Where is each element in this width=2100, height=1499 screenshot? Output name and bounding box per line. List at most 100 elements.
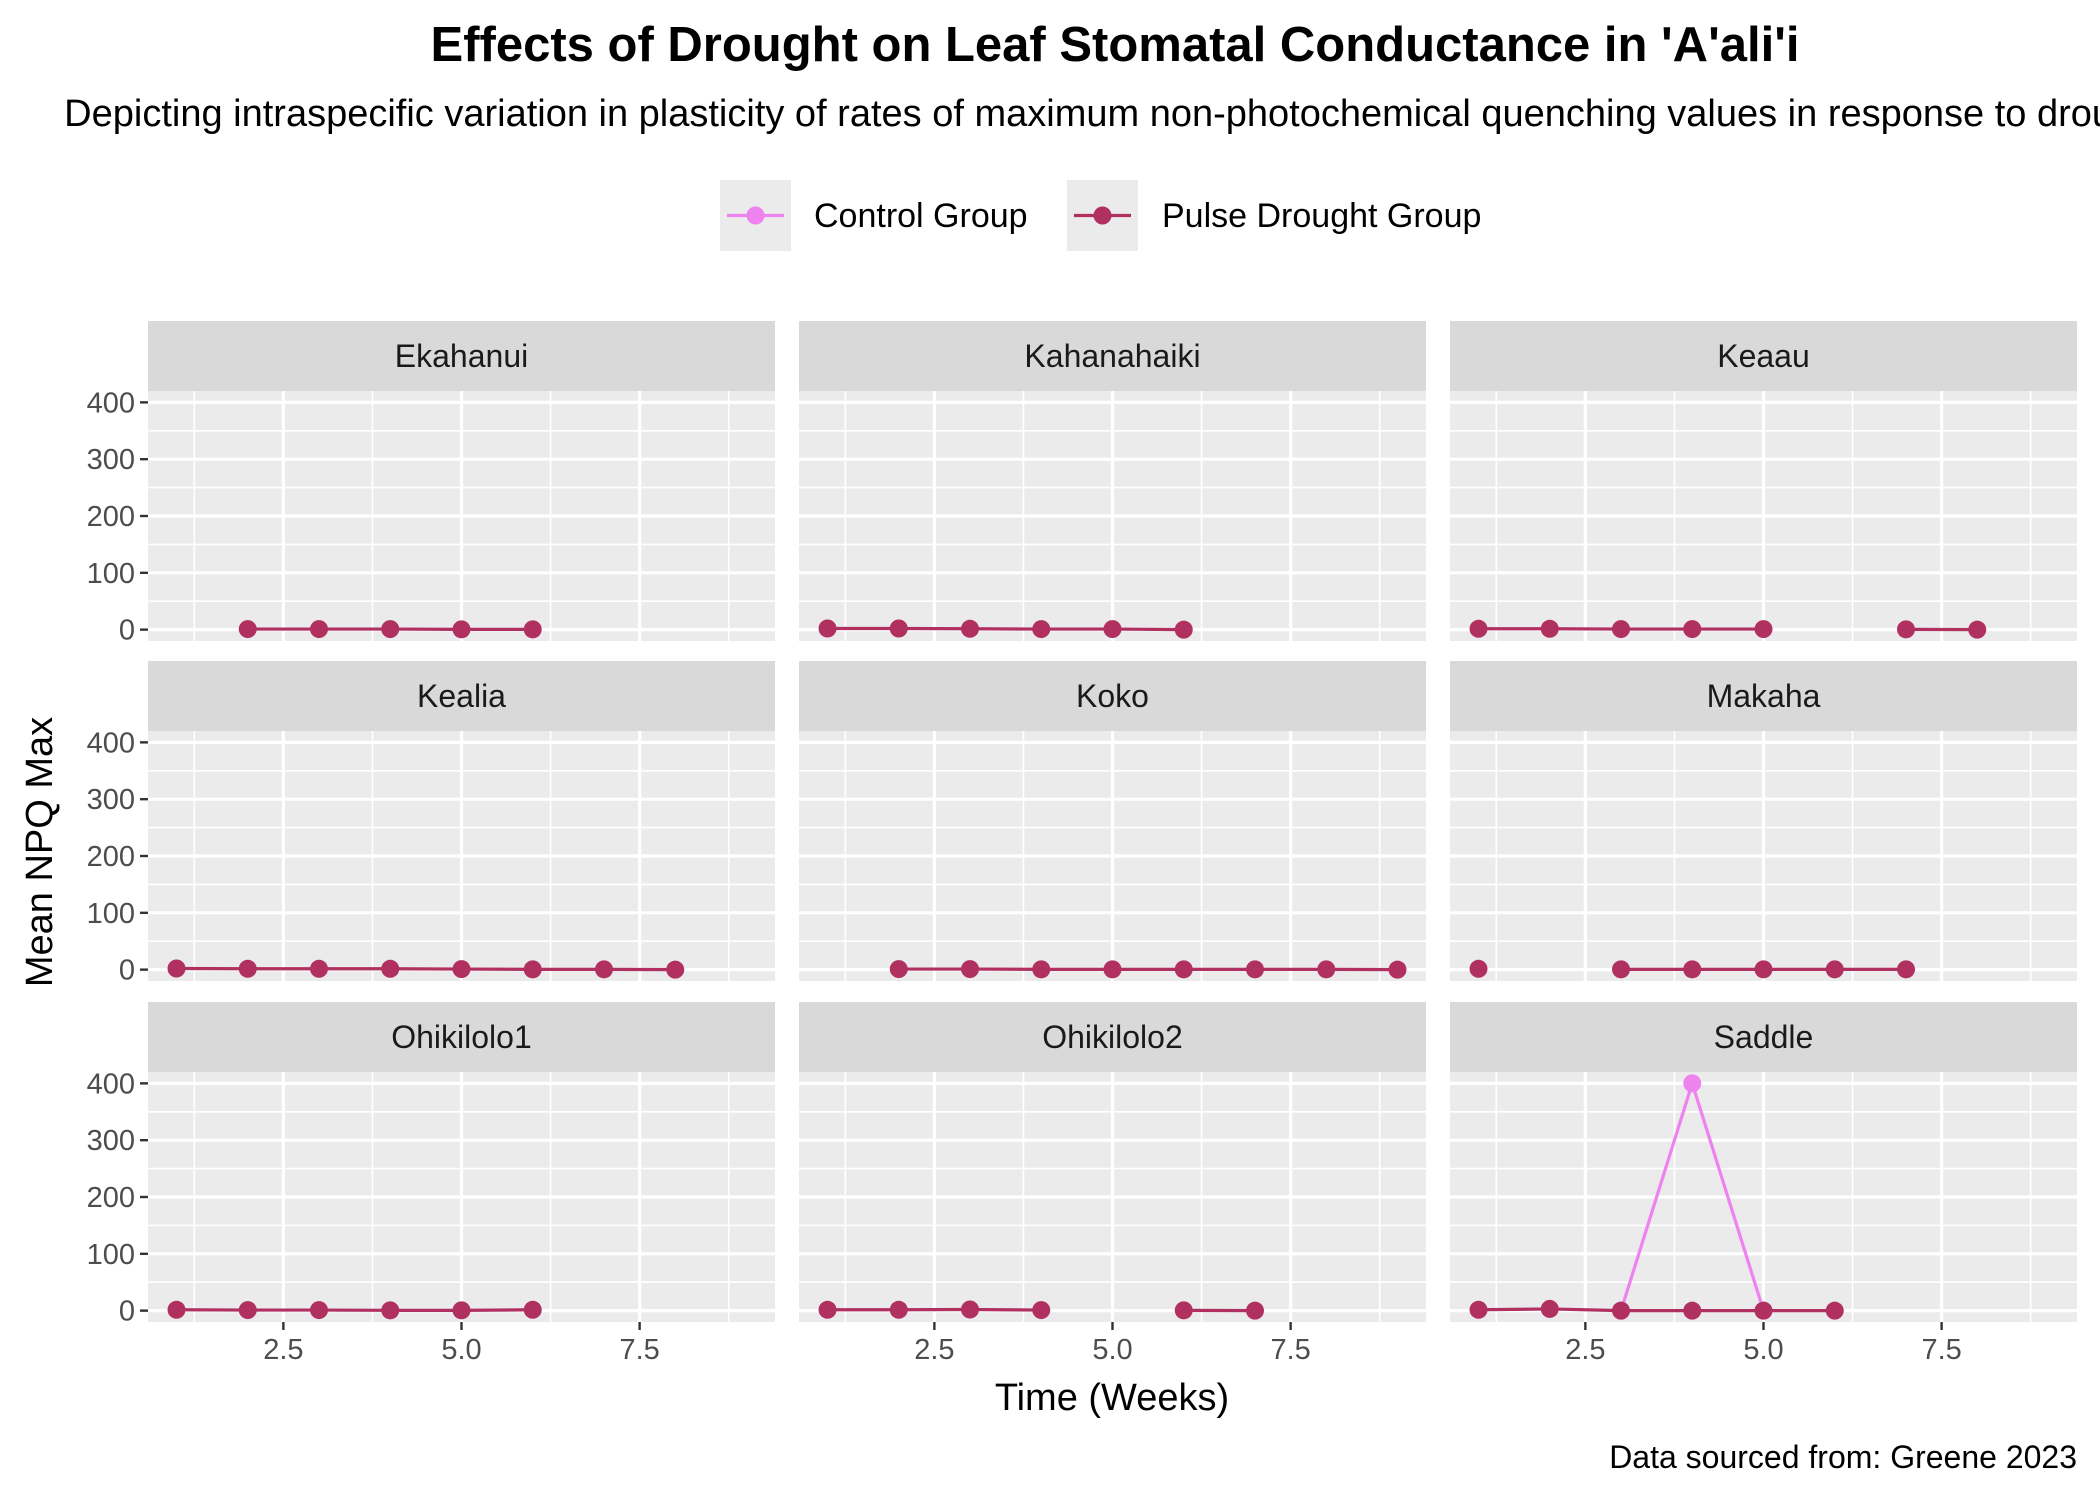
data-point [889, 1300, 908, 1319]
data-point [1754, 620, 1773, 639]
data-point [1825, 1301, 1844, 1320]
x-tick-label: 7.5 [619, 1334, 659, 1366]
facet-strip [148, 1002, 775, 1072]
data-point [238, 620, 257, 639]
data-point [523, 1300, 542, 1319]
data-point [310, 1301, 328, 1320]
data-point [1246, 960, 1264, 979]
x-tick-label: 2.5 [914, 1334, 954, 1366]
data-point [1612, 1301, 1630, 1320]
facet-strip-label: Ekahanui [395, 338, 528, 374]
x-tick-label: 5.0 [441, 1334, 481, 1366]
y-tick-label: 300 [87, 1125, 135, 1157]
data-point [1174, 1301, 1193, 1320]
facet-strip [148, 661, 775, 731]
y-tick-label: 200 [87, 1182, 135, 1214]
data-point [381, 1301, 400, 1320]
data-point [1032, 620, 1051, 639]
data-point [167, 959, 186, 978]
y-tick-label: 400 [87, 727, 135, 759]
data-point [961, 619, 979, 638]
facet-strip-label: Makaha [1707, 678, 1821, 714]
legend: Control Group Pulse Drought Group [720, 180, 1481, 251]
legend-item-pulse-drought-group: Pulse Drought Group [1067, 180, 1481, 251]
data-point [1612, 620, 1630, 639]
data-point [1754, 1301, 1773, 1320]
y-tick-label: 100 [87, 558, 135, 590]
facet-strip-label: Saddle [1714, 1019, 1814, 1055]
facet-strip-label: Ohikilolo2 [1042, 1019, 1183, 1055]
data-point [238, 959, 257, 978]
data-point [1897, 960, 1915, 979]
data-point [523, 960, 542, 979]
facet-strip [799, 1002, 1426, 1072]
data-point [452, 620, 471, 639]
facet-panel-kealia: Kealia 0 100 200 300 400 [87, 661, 775, 987]
facet-panel-koko: Koko [799, 661, 1426, 981]
facet-strip [799, 661, 1426, 731]
legend-label: Pulse Drought Group [1162, 197, 1481, 235]
data-point [1103, 960, 1122, 979]
facet-strip-label: Kahanahaiki [1024, 338, 1200, 374]
facet-panel-kahanahaiki: Kahanahaiki [799, 321, 1426, 641]
facet-strip-label: Koko [1076, 678, 1149, 714]
y-tick-label: 0 [119, 1296, 135, 1328]
data-point [1897, 620, 1915, 639]
caption: Data sourced from: Greene 2023 [1609, 1439, 2077, 1475]
legend-label: Control Group [814, 197, 1028, 235]
facet-strip-label: Ohikilolo1 [391, 1019, 532, 1055]
facet-panel-saddle: Saddle 2.5 5.0 7.5 [1450, 1002, 2077, 1366]
data-point [523, 620, 542, 639]
y-tick-label: 0 [119, 615, 135, 647]
x-tick-label: 2.5 [1565, 1334, 1605, 1366]
data-point [961, 960, 979, 979]
series-pulse-drought-group [167, 1300, 542, 1320]
series-pulse-drought-group [818, 619, 1193, 639]
data-point [238, 1301, 257, 1320]
series-line [827, 1307, 1042, 1312]
facet-strip [799, 321, 1426, 391]
series-pulse-drought-group [889, 960, 1407, 979]
facet-strip [1450, 1002, 2077, 1072]
facet-panels: Ekahanui 0 100 200 300 400 Kahanahaiki Keaau Kea… [87, 321, 2077, 1366]
y-axis-title: Mean NPQ Max [19, 717, 61, 987]
data-point [1388, 960, 1407, 979]
y-tick-label: 200 [87, 841, 135, 873]
facet-panel-makaha: Makaha [1450, 661, 2077, 981]
data-point [1683, 960, 1702, 979]
data-point [1469, 619, 1488, 638]
data-point [1174, 960, 1193, 979]
chart-title: Effects of Drought on Leaf Stomatal Cond… [431, 18, 1800, 72]
data-point [961, 1300, 979, 1319]
data-point [1612, 960, 1630, 979]
legend-item-control-group: Control Group [720, 180, 1028, 251]
data-point [310, 620, 328, 639]
data-point [1968, 620, 1987, 639]
data-point [1683, 1301, 1702, 1320]
facet-strip-label: Kealia [417, 678, 506, 714]
data-point [1469, 1300, 1488, 1319]
legend-key-point [1093, 206, 1112, 225]
x-tick-label: 7.5 [1921, 1334, 1961, 1366]
y-tick-label: 300 [87, 444, 135, 476]
y-tick-label: 400 [87, 387, 135, 419]
x-tick-label: 2.5 [263, 1334, 303, 1366]
data-point [1683, 620, 1702, 639]
facet-panel-ohikilolo2: Ohikilolo2 2.5 5.0 7.5 [799, 1002, 1426, 1366]
facet-strip [1450, 661, 2077, 731]
data-point [1754, 960, 1773, 979]
data-point [1683, 1074, 1702, 1093]
series-line [898, 967, 1398, 972]
y-tick-label: 300 [87, 784, 135, 816]
legend-key-point [746, 206, 765, 225]
data-point [666, 960, 685, 979]
facet-strip [148, 321, 775, 391]
data-point [889, 960, 908, 979]
series-pulse-drought-group [1469, 959, 1915, 979]
data-point [1246, 1301, 1264, 1320]
data-point [1540, 619, 1559, 638]
y-tick-label: 0 [119, 955, 135, 987]
data-point [595, 960, 613, 979]
series-line [827, 626, 1184, 632]
